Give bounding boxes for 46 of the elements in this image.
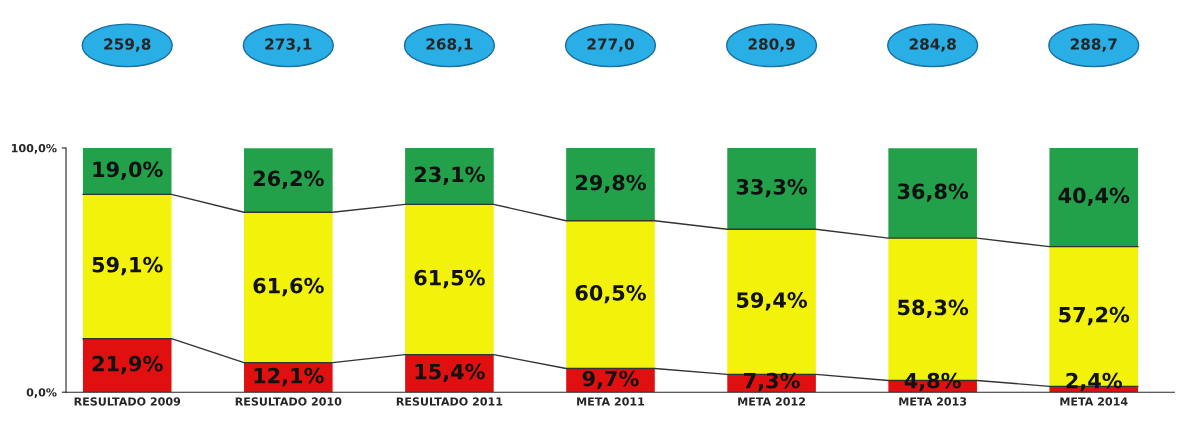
data-label: 26,2%	[253, 170, 324, 189]
data-label: 29,8%	[576, 174, 646, 194]
data-label: 61,6%	[253, 277, 324, 297]
data-label: 59,1%	[92, 256, 163, 276]
data-label: 59,4%	[737, 292, 808, 311]
data-label: 15,4%	[415, 363, 485, 383]
data-label: 21,9%	[92, 355, 163, 375]
data-label: 36,8%	[897, 183, 969, 202]
bar	[82, 194, 172, 339]
bar	[244, 148, 333, 213]
x-tick-label: RESULTADO 2009	[74, 397, 181, 406]
bar	[405, 204, 494, 355]
bar	[82, 338, 172, 393]
text: 288,7	[1070, 38, 1117, 52]
bar	[244, 212, 333, 363]
x-tick-label: META 2013	[899, 397, 967, 406]
bar	[888, 148, 977, 239]
text: 259,8	[104, 38, 151, 52]
x-tick-label: RESULTADO 2011	[396, 397, 503, 406]
bar	[566, 147, 655, 221]
data-label: 58,3%	[898, 299, 969, 318]
text: 277,0	[587, 38, 634, 52]
data-label: 19,0%	[93, 161, 163, 180]
text: 280,9	[748, 38, 795, 52]
data-label: 60,5%	[575, 284, 646, 304]
text: 268,1	[426, 38, 473, 52]
y-tick-label: 0,0%	[26, 388, 57, 398]
data-label: 23,1%	[414, 166, 485, 185]
text: 273,1	[265, 38, 312, 52]
data-label: 9,7%	[582, 370, 639, 390]
x-tick-label: META 2011	[577, 397, 645, 406]
x-tick-label: META 2014	[1060, 397, 1128, 406]
data-label: 57,2%	[1059, 306, 1130, 326]
bar	[566, 220, 655, 369]
bar	[405, 147, 494, 205]
data-label: 40,4%	[1058, 187, 1130, 207]
data-label: 33,3%	[736, 178, 808, 198]
bar	[1049, 147, 1139, 247]
bar	[727, 147, 816, 230]
y-tick-label: 100,0%	[11, 143, 57, 154]
x-tick-label: META 2012	[738, 397, 805, 406]
data-label: 7,3%	[744, 372, 800, 392]
data-label: 61,5%	[414, 269, 485, 289]
data-label: 12,1%	[254, 367, 324, 387]
x-tick-label: RESULTADO 2010	[235, 397, 342, 406]
text: 284,8	[909, 38, 956, 52]
